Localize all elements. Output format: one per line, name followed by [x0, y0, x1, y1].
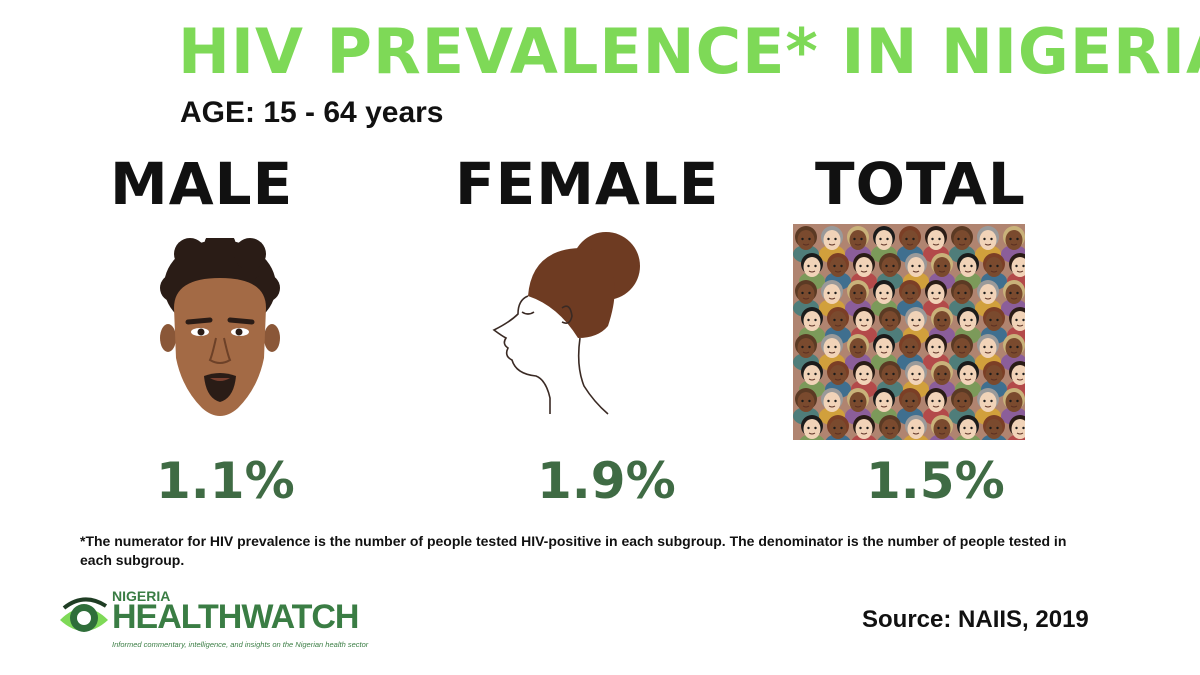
male-value: 1.1%	[156, 452, 295, 510]
female-profile-icon	[492, 232, 640, 415]
female-value: 1.9%	[537, 452, 676, 510]
footnote: *The numerator for HIV prevalence is the…	[80, 533, 1067, 568]
page-title: HIV PREVALENCE* IN NIGERIA	[178, 15, 1200, 88]
nigeria-healthwatch-logo: NIGERIA HEALTHWATCH Informed commentary,…	[56, 588, 369, 654]
age-range: AGE: 15 - 64 years	[180, 96, 444, 129]
logo-nigeria-text: NIGERIA	[112, 588, 171, 604]
eye-logo-icon	[60, 597, 108, 632]
logo-healthwatch-text: HEALTHWATCH	[112, 598, 359, 636]
male-label: MALE	[110, 150, 294, 218]
female-label: FEMALE	[455, 150, 720, 218]
logo-tagline: Informed commentary, intelligence, and i…	[112, 640, 369, 649]
source-credit: Source: NAIIS, 2019	[862, 606, 1089, 633]
total-value: 1.5%	[866, 452, 1005, 510]
crowd-faces-icon	[793, 224, 1025, 440]
male-face-icon	[160, 238, 280, 416]
total-label: TOTAL	[815, 150, 1026, 218]
